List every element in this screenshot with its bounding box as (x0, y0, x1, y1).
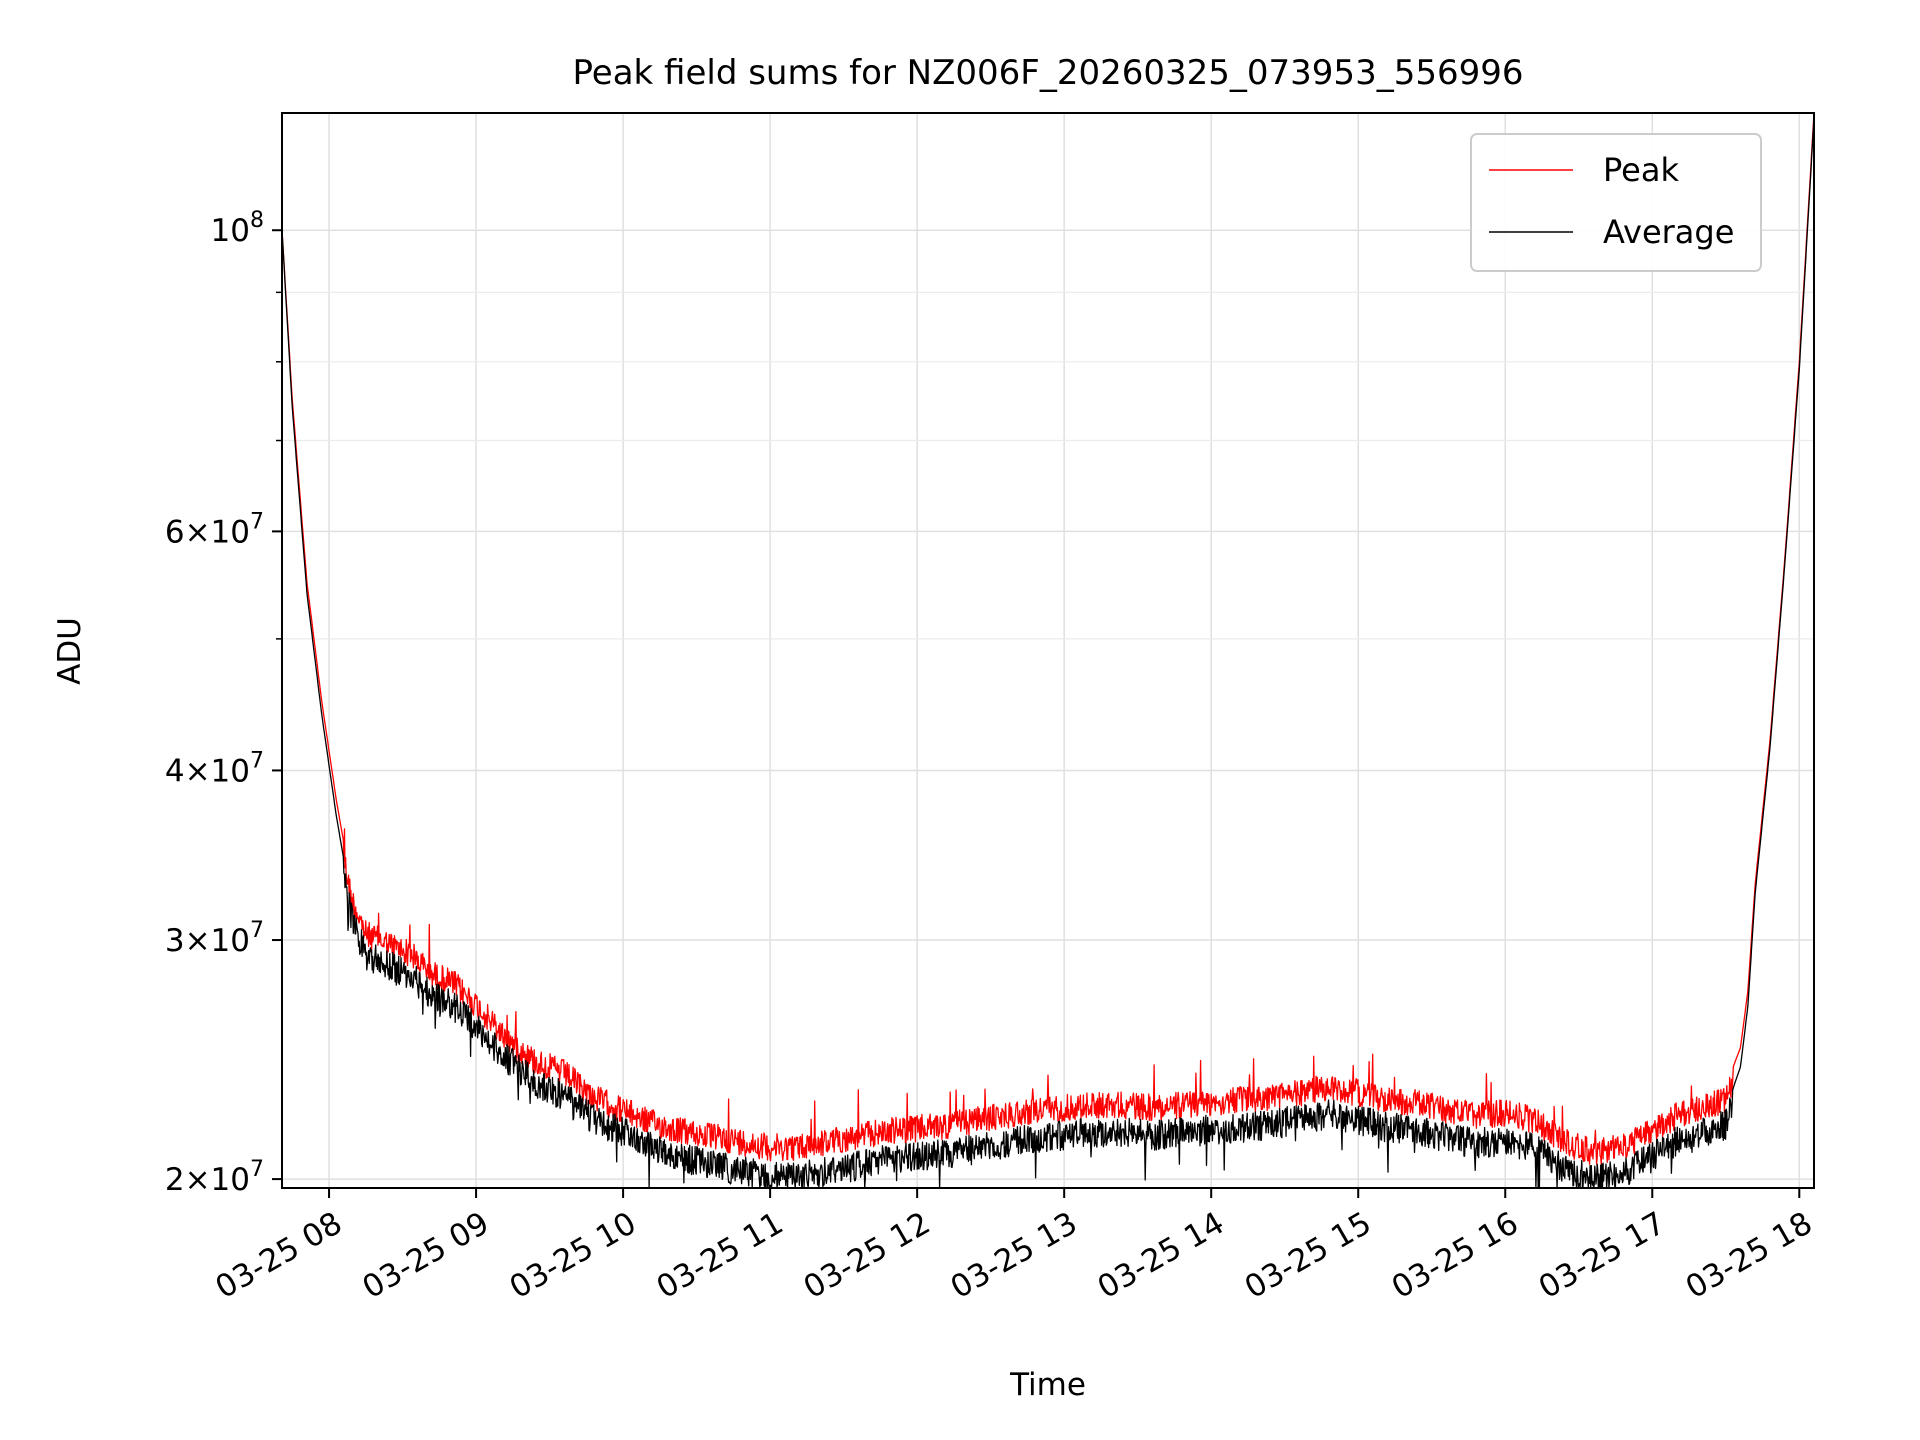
y-tick-label: 3×107 (165, 918, 264, 959)
y-tick-label: 4×107 (165, 748, 264, 789)
legend-label-average: Average (1603, 213, 1734, 251)
grid (282, 113, 1814, 1188)
y-tick-label: 6×107 (165, 509, 264, 550)
y-tick-label: 2×107 (165, 1157, 264, 1198)
legend-box (1470, 133, 1762, 272)
y-axis-label: ADU (52, 617, 88, 685)
legend: Peak Average (1470, 133, 1762, 272)
plot-frame (281, 112, 1815, 1189)
plot-lines (281, 112, 1815, 1189)
x-axis-label: Time (1009, 1367, 1086, 1403)
series-line-average (281, 117, 1815, 1189)
legend-label-peak: Peak (1603, 151, 1679, 189)
series-line-peak (281, 112, 1815, 1166)
y-axis-ticks: 2×107 3×107 4×107 6×107 108 (165, 208, 282, 1198)
y-tick-label: 108 (211, 208, 264, 249)
chart-title: Peak field sums for NZ006F_20260325_0739… (573, 53, 1524, 93)
